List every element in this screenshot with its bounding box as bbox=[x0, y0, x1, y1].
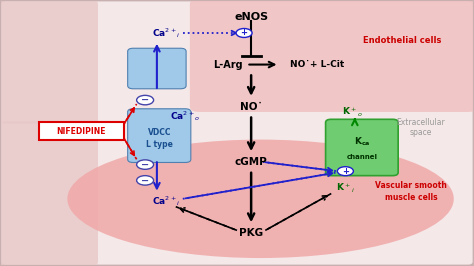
Circle shape bbox=[137, 176, 154, 185]
Text: space: space bbox=[410, 128, 432, 138]
Text: L-Arg: L-Arg bbox=[213, 60, 242, 70]
FancyBboxPatch shape bbox=[128, 48, 186, 89]
Text: eNOS: eNOS bbox=[234, 12, 268, 22]
Text: $\mathbf{K_{ca}}$: $\mathbf{K_{ca}}$ bbox=[354, 136, 370, 148]
Circle shape bbox=[337, 167, 354, 176]
Text: Endothelial cells: Endothelial cells bbox=[363, 36, 441, 45]
FancyBboxPatch shape bbox=[0, 0, 98, 124]
Text: K$^+$$_o$: K$^+$$_o$ bbox=[342, 105, 363, 119]
Text: VDCC: VDCC bbox=[147, 128, 171, 138]
Text: Extracellular: Extracellular bbox=[396, 118, 445, 127]
Circle shape bbox=[137, 95, 154, 105]
Text: NO˙: NO˙ bbox=[240, 102, 263, 112]
Text: L type: L type bbox=[146, 140, 173, 149]
Text: NIFEDIPINE: NIFEDIPINE bbox=[57, 127, 106, 135]
Text: −: − bbox=[141, 175, 149, 185]
FancyBboxPatch shape bbox=[39, 122, 124, 140]
Text: −: − bbox=[141, 95, 149, 105]
Ellipse shape bbox=[67, 140, 454, 258]
Text: cGMP: cGMP bbox=[235, 157, 267, 167]
Text: −: − bbox=[141, 160, 149, 170]
Text: PKG: PKG bbox=[239, 228, 263, 238]
Text: +: + bbox=[342, 167, 349, 176]
FancyBboxPatch shape bbox=[128, 109, 191, 163]
FancyBboxPatch shape bbox=[0, 121, 98, 266]
FancyBboxPatch shape bbox=[326, 119, 398, 176]
Text: Ca$^{2+}$$_i$: Ca$^{2+}$$_i$ bbox=[152, 26, 181, 40]
Text: +: + bbox=[241, 28, 247, 38]
Text: K$^+$$_i$: K$^+$$_i$ bbox=[336, 182, 355, 195]
Text: Ca$^{2+}$$_i$: Ca$^{2+}$$_i$ bbox=[152, 194, 181, 208]
Text: channel: channel bbox=[346, 154, 377, 160]
Text: NO˙+ L-Cit: NO˙+ L-Cit bbox=[290, 60, 344, 69]
Circle shape bbox=[236, 28, 252, 38]
FancyBboxPatch shape bbox=[190, 0, 474, 112]
Circle shape bbox=[137, 160, 154, 169]
Text: Ca$^{2+}$$_o$: Ca$^{2+}$$_o$ bbox=[170, 109, 201, 123]
Text: muscle cells: muscle cells bbox=[385, 193, 438, 202]
Text: Vascular smooth: Vascular smooth bbox=[375, 181, 447, 190]
